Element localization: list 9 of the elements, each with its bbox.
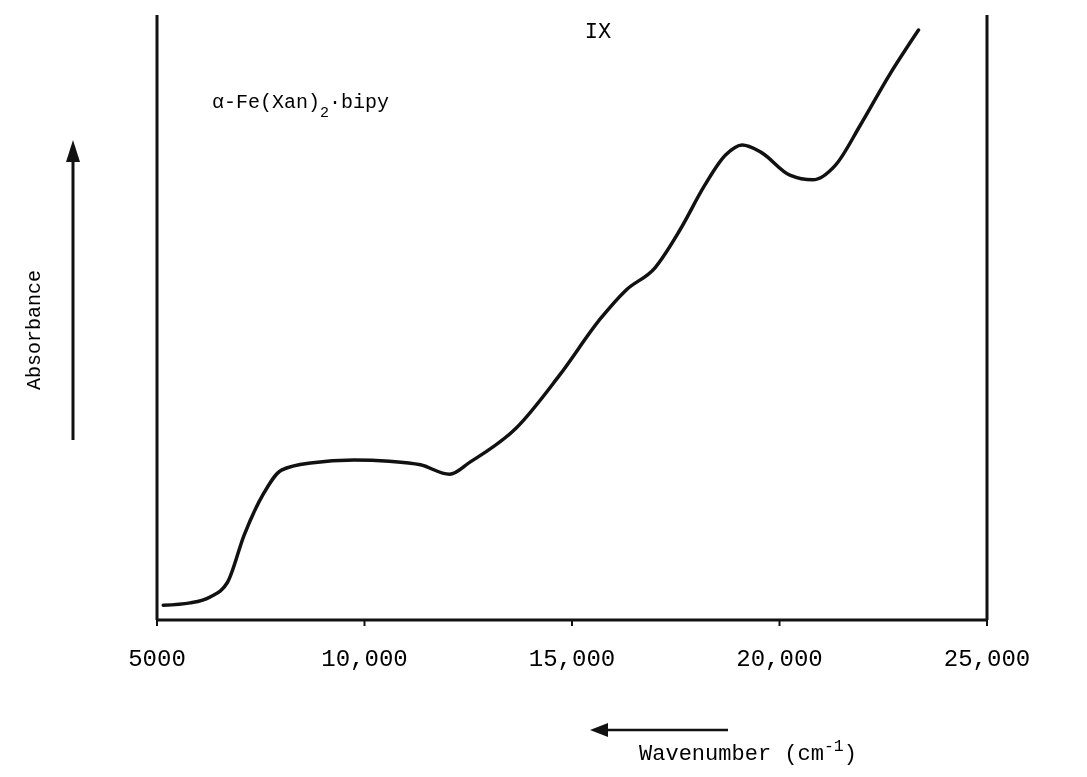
x-tick-label: 5000: [128, 646, 186, 673]
chart-title: IX: [584, 20, 612, 45]
x-tick-label: 20,000: [736, 646, 823, 673]
x-tick-label: 15,000: [528, 646, 616, 673]
y-axis-title: Absorbance: [23, 269, 46, 391]
x-axis-title: Wavenumber (cm$^{-1}$): [639, 736, 857, 767]
annotation: α-Fe(Xan)$_{2}$·bipy: [212, 91, 390, 122]
x-tick-label: 10,000: [321, 646, 408, 673]
x-tick-label: 25,000: [943, 646, 1031, 673]
